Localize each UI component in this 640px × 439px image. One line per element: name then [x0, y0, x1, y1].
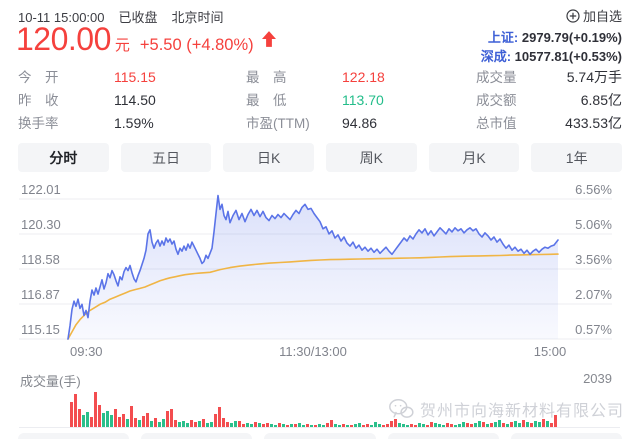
index-shanghai[interactable]: 上证: 2979.79(+0.19%)	[488, 27, 622, 46]
volume-latest-value: 2039	[583, 371, 612, 386]
bottom-pills-row	[18, 433, 623, 439]
stats-column-3: 成交量 5.74万手 成交额 6.85亿 总市值 433.53亿	[476, 66, 622, 135]
tab-5day[interactable]: 五日	[120, 143, 212, 172]
volume-bars	[70, 392, 557, 427]
stat-high: 最 高 122.18	[246, 69, 385, 85]
index-value: 2979.79(+0.19%)	[521, 30, 622, 45]
price-area-fill	[68, 195, 558, 339]
y-axis-percent-label: 3.56%	[575, 252, 612, 267]
price-line	[67, 194, 559, 340]
currency-unit: 元	[114, 37, 130, 54]
period-tabs: 分时 五日 日K 周K 月K 1年	[18, 143, 623, 172]
y-axis-price-label: 115.15	[21, 322, 60, 337]
bottom-pill[interactable]	[510, 433, 623, 439]
add-watchlist-button[interactable]: 加自选	[566, 6, 622, 25]
index-value: 10577.81(+0.53%)	[514, 49, 622, 64]
x-axis-label-close: 15:00	[533, 344, 567, 359]
bottom-pill[interactable]	[264, 433, 376, 439]
x-axis-label-open: 09:30	[70, 344, 103, 359]
stat-volume: 成交量 5.74万手	[476, 69, 622, 85]
index-name: 上证:	[487, 30, 519, 45]
up-arrow-icon	[261, 30, 276, 52]
circle-plus-icon	[566, 8, 580, 23]
price-row: 120.00 元 +5.50 (+4.80%)	[16, 22, 276, 56]
tab-1year[interactable]: 1年	[531, 143, 623, 172]
y-axis-price-label: 122.01	[21, 182, 61, 197]
stats-grid: 今 开 115.15 昨 收 114.50 换手率 1.59% 最 高 122.18 最…	[0, 66, 640, 136]
stat-turnover-rate: 换手率 1.59%	[18, 115, 154, 131]
stats-column-2: 最 高 122.18 最 低 113.70 市盈(TTM) 94.86	[246, 66, 426, 135]
stat-prev-close: 昨 收 114.50	[18, 92, 156, 108]
x-axis-label-midday: 11:30/13:00	[279, 344, 347, 359]
quote-time-row: 10-11 15:00:00 已收盘 北京时间	[18, 7, 238, 26]
y-axis-percent-label: 6.56%	[575, 182, 612, 197]
bottom-pill[interactable]	[18, 433, 130, 439]
market-status: 已收盘	[118, 10, 158, 25]
current-price: 120.00	[16, 21, 111, 57]
stat-low: 最 低 113.70	[246, 92, 384, 108]
stat-open: 今 开 115.15	[18, 69, 156, 85]
y-axis-percent-label: 0.57%	[575, 322, 612, 337]
stat-market-cap: 总市值 433.53亿	[476, 115, 622, 131]
y-axis-percent-label: 2.07%	[575, 287, 612, 302]
stat-amount: 成交额 6.85亿	[476, 92, 622, 108]
index-shenzhen[interactable]: 深成: 10577.81(+0.53%)	[481, 46, 622, 65]
volume-pane-label: 成交量(手)	[20, 374, 81, 389]
stat-pe-ttm: 市盈(TTM) 94.86	[246, 115, 378, 131]
y-axis-price-label: 116.87	[21, 287, 60, 302]
average-price-line	[67, 253, 559, 340]
price-change: +5.50 (+4.80%)	[139, 36, 254, 54]
bottom-pill[interactable]	[141, 433, 253, 439]
y-axis-percent-label: 5.06%	[575, 217, 612, 232]
timezone-label: 北京时间	[171, 10, 224, 25]
y-axis-price-label: 118.58	[21, 252, 60, 267]
y-axis-price-label: 120.30	[21, 217, 61, 232]
bottom-pill[interactable]	[387, 433, 499, 439]
tab-daily-k[interactable]: 日K	[223, 143, 315, 172]
tab-intraday[interactable]: 分时	[18, 143, 109, 172]
tab-weekly-k[interactable]: 周K	[326, 143, 417, 172]
volume-pane-header: 成交量(手) 2039	[20, 371, 612, 390]
index-name: 深成:	[480, 49, 512, 64]
quote-datetime: 10-11 15:00:00	[18, 10, 105, 25]
stats-column-1: 今 开 115.15 昨 收 114.50 换手率 1.59%	[18, 66, 233, 135]
add-watchlist-label: 加自选	[582, 9, 622, 24]
tab-monthly-k[interactable]: 月K	[428, 143, 520, 172]
